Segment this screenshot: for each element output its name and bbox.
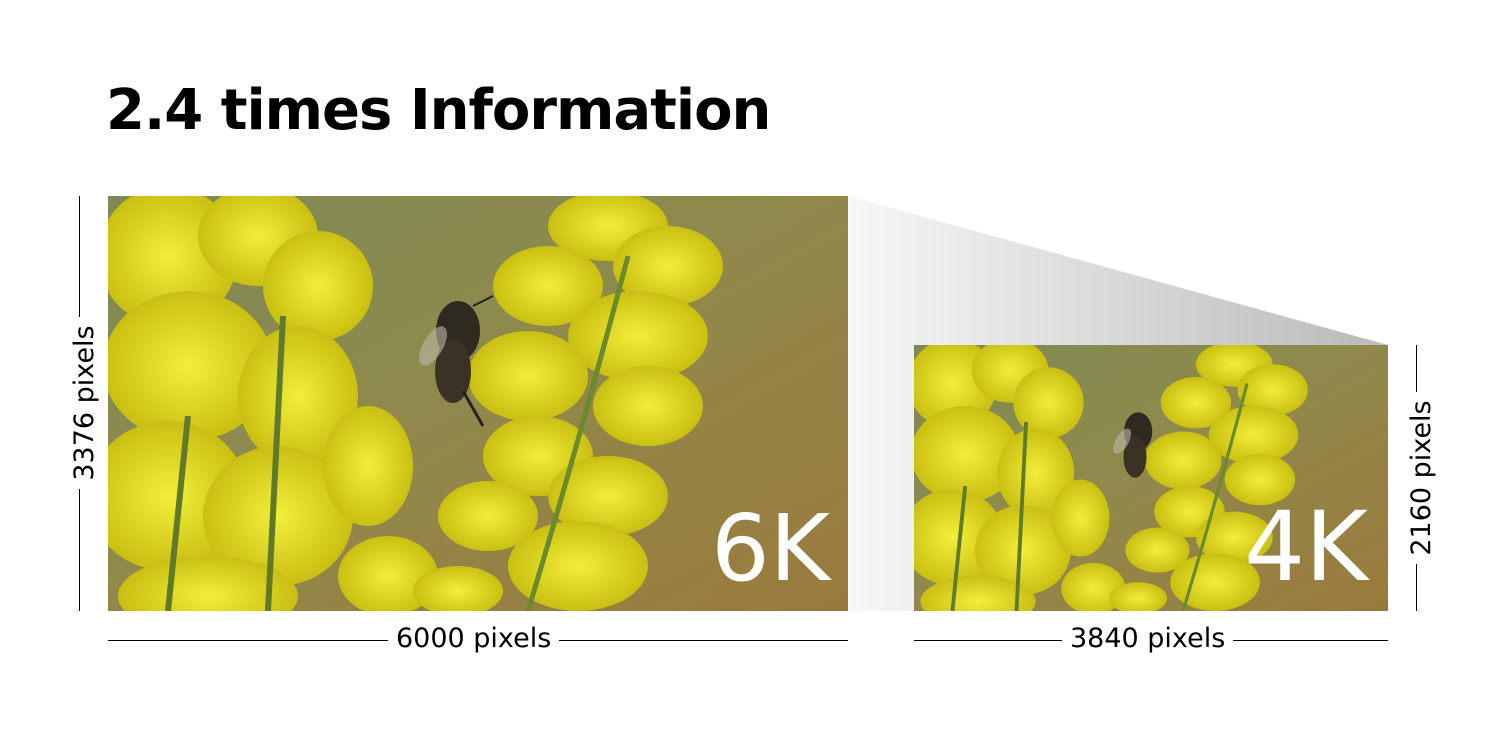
photo-6k: 6K <box>108 196 848 611</box>
flower-bee-image-6k <box>108 196 848 611</box>
height-label-6k: 3376 pixels <box>69 317 100 489</box>
flower-bee-image-4k <box>914 345 1388 611</box>
resolution-label-6k: 6K <box>711 495 830 602</box>
height-label-4k: 2160 pixels <box>1406 392 1437 564</box>
page-title: 2.4 times Information <box>106 78 771 143</box>
width-label-6k: 6000 pixels <box>388 624 560 654</box>
photo-4k: 4K <box>914 345 1388 611</box>
resolution-label-4k: 4K <box>1243 491 1368 603</box>
width-label-4k: 3840 pixels <box>1062 624 1234 654</box>
